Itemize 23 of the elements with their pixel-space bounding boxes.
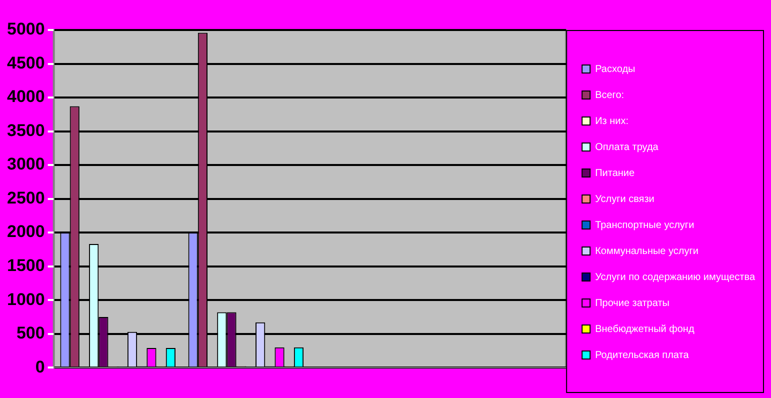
y-tick-label: 500 xyxy=(16,324,45,343)
legend-label: Услуги связи xyxy=(595,194,654,205)
y-tick-label: 5000 xyxy=(6,20,45,39)
legend-label: Расходы xyxy=(595,64,636,75)
y-tick-label: 4000 xyxy=(6,87,45,106)
y-tick-label: 3000 xyxy=(6,154,45,174)
legend-label: Транспортные услуги xyxy=(595,220,694,231)
y-tick-label: 2000 xyxy=(6,222,45,242)
legend-label: Из них: xyxy=(595,116,629,127)
legend-label: Оплата труда xyxy=(595,142,659,153)
legend-label: Родительская плата xyxy=(595,350,690,361)
legend-label: Питание xyxy=(595,168,635,179)
y-tick-label: 4500 xyxy=(6,53,45,72)
legend-label: Всего: xyxy=(595,90,624,101)
y-tick-label: 2500 xyxy=(6,188,45,208)
y-tick-label: 0 xyxy=(35,357,45,376)
y-tick-label: 1500 xyxy=(6,256,45,276)
y-tick-label: 1000 xyxy=(6,290,45,309)
legend-label: Коммунальные услуги xyxy=(595,246,698,257)
legend-label: Услуги по содержанию имущества xyxy=(595,272,756,283)
y-tick-label: 3500 xyxy=(6,120,45,140)
legend-label: Прочие затраты xyxy=(595,298,670,309)
legend-label: Внебюджетный фонд xyxy=(595,324,694,335)
